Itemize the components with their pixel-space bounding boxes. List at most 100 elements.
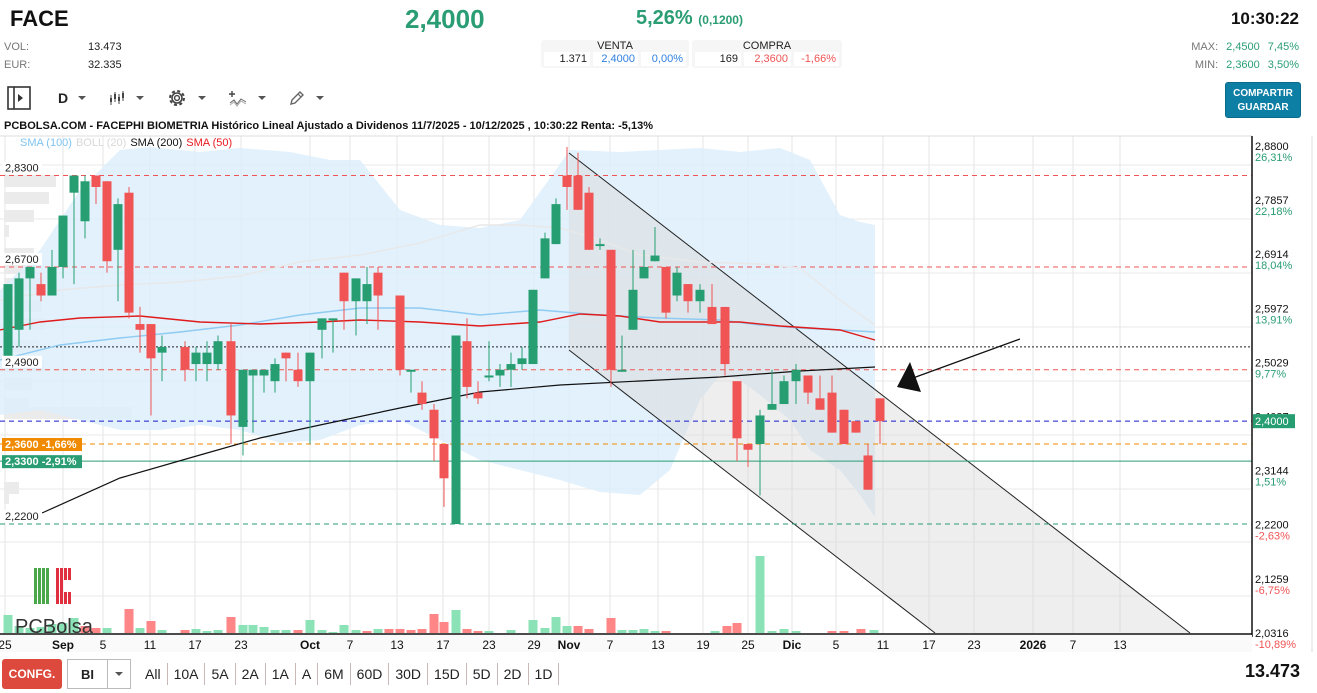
candle: [58, 215, 68, 267]
candle: [755, 415, 765, 445]
range-button-all[interactable]: All: [139, 663, 168, 685]
candle: [191, 352, 201, 365]
range-button-1a[interactable]: 1A: [266, 663, 296, 685]
candle: [517, 358, 527, 365]
candle: [305, 352, 315, 382]
svg-text:11: 11: [144, 638, 157, 652]
candle: [875, 398, 885, 422]
svg-text:26,31%: 26,31%: [1255, 152, 1293, 164]
candle: [238, 369, 248, 427]
panel-toggle-icon: [7, 86, 31, 110]
order-book-venta: VENTA 1.371 2,4000 0,00%: [541, 40, 689, 68]
candle: [213, 341, 223, 365]
svg-text:23: 23: [482, 638, 496, 652]
period-dropdown[interactable]: D: [50, 85, 94, 111]
svg-text:13,91%: 13,91%: [1255, 314, 1293, 326]
svg-text:5: 5: [100, 638, 107, 652]
svg-text:Nov: Nov: [558, 638, 581, 652]
svg-text:13: 13: [390, 638, 404, 652]
legend-item[interactable]: BOLL (20): [75, 137, 127, 149]
price-chart[interactable]: PCBolsa 2,8300 2,6700 2,4900 2,2200 2,3600 -1…: [0, 118, 1317, 652]
range-button-15d[interactable]: 15D: [428, 663, 467, 685]
chart-title: PCBOLSA.COM - FACEPHI BIOMETRIA Históric…: [4, 120, 653, 132]
candle: [562, 175, 572, 187]
candle: [639, 266, 649, 279]
svg-text:-10,89%: -10,89%: [1255, 639, 1296, 651]
clock-time: 10:30:22: [1230, 9, 1299, 28]
range-button-5d[interactable]: 5D: [467, 663, 498, 685]
range-button-60d[interactable]: 60D: [351, 663, 390, 685]
eur-stat: EUR: 32.335: [4, 59, 144, 71]
candle: [617, 369, 627, 372]
candle: [573, 175, 583, 210]
candle: [36, 284, 46, 296]
range-button-5a[interactable]: 5A: [205, 663, 236, 685]
candle: [259, 369, 269, 376]
panel-toggle-button[interactable]: [6, 85, 32, 111]
svg-text:2,3600 -1,66%: 2,3600 -1,66%: [5, 439, 77, 451]
svg-text:17: 17: [922, 638, 936, 652]
svg-text:1,51%: 1,51%: [1255, 477, 1286, 489]
legend-item[interactable]: SMA (100): [20, 137, 72, 149]
range-button-1d[interactable]: 1D: [529, 663, 560, 685]
chevron-down-icon: [136, 96, 145, 100]
candle: [595, 244, 605, 247]
range-button-30d[interactable]: 30D: [389, 663, 429, 685]
svg-text:Dic: Dic: [783, 638, 802, 652]
candlestick-icon: [110, 91, 125, 105]
indicator-icon: [229, 91, 247, 107]
candle: [417, 392, 427, 405]
range-button-6m[interactable]: 6M: [318, 663, 351, 685]
venta-pct: 0,00%: [641, 52, 686, 66]
candle: [80, 181, 90, 222]
range-button-2a[interactable]: 2A: [236, 663, 266, 685]
candle: [91, 175, 101, 187]
volume-stat: VOL: 13.473: [4, 41, 144, 53]
range-button-a[interactable]: A: [296, 663, 319, 685]
svg-text:29: 29: [527, 638, 541, 652]
range-button-10a[interactable]: 10A: [168, 663, 206, 685]
min-label: MIN:: [1194, 59, 1219, 71]
drawing-tools-dropdown[interactable]: [280, 85, 332, 111]
chart-mode-select[interactable]: BI: [67, 659, 131, 689]
range-button-2d[interactable]: 2D: [498, 663, 529, 685]
candle: [14, 278, 24, 330]
legend-item[interactable]: SMA (200): [130, 137, 183, 149]
candle: [146, 324, 156, 359]
svg-text:9,77%: 9,77%: [1255, 368, 1286, 380]
candle: [293, 369, 303, 382]
venta-label: VENTA: [597, 40, 633, 52]
save-label: GUARDAR: [1237, 102, 1289, 113]
svg-text:7: 7: [1070, 638, 1077, 652]
svg-text:2,8300: 2,8300: [5, 163, 39, 175]
svg-text:2,8800: 2,8800: [1255, 141, 1289, 153]
candle: [540, 238, 550, 279]
svg-text:2,5029: 2,5029: [1255, 357, 1289, 369]
share-label: COMPARTIR: [1233, 88, 1293, 99]
config-button[interactable]: CONFG.: [2, 659, 62, 689]
candle: [328, 318, 338, 321]
max-value: 2,4500: [1226, 41, 1260, 53]
min-pct: 3,50%: [1267, 59, 1299, 71]
candle: [135, 324, 145, 330]
candle: [707, 306, 717, 325]
svg-text:17: 17: [188, 638, 202, 652]
eur-label: EUR:: [4, 59, 31, 71]
candle: [628, 289, 638, 330]
pencil-icon: [290, 91, 305, 105]
chart-type-dropdown[interactable]: [100, 85, 152, 111]
candle: [528, 289, 538, 365]
compra-label: COMPRA: [742, 40, 792, 52]
share-save-button[interactable]: COMPARTIR GUARDAR: [1225, 82, 1301, 118]
candle: [102, 181, 112, 262]
min-stat: MIN: 2,3600 3,50%: [1195, 59, 1299, 71]
candle: [373, 272, 383, 296]
svg-text:11: 11: [877, 638, 890, 652]
max-stat: MAX: 2,4500 7,45%: [1191, 41, 1299, 53]
indicators-dropdown[interactable]: [220, 85, 274, 111]
legend-item[interactable]: SMA (50): [186, 137, 233, 149]
settings-dropdown[interactable]: [158, 85, 214, 111]
svg-text:19: 19: [696, 638, 710, 652]
candle: [851, 421, 861, 433]
change-percent: 5,26% (0,1200): [636, 7, 743, 30]
